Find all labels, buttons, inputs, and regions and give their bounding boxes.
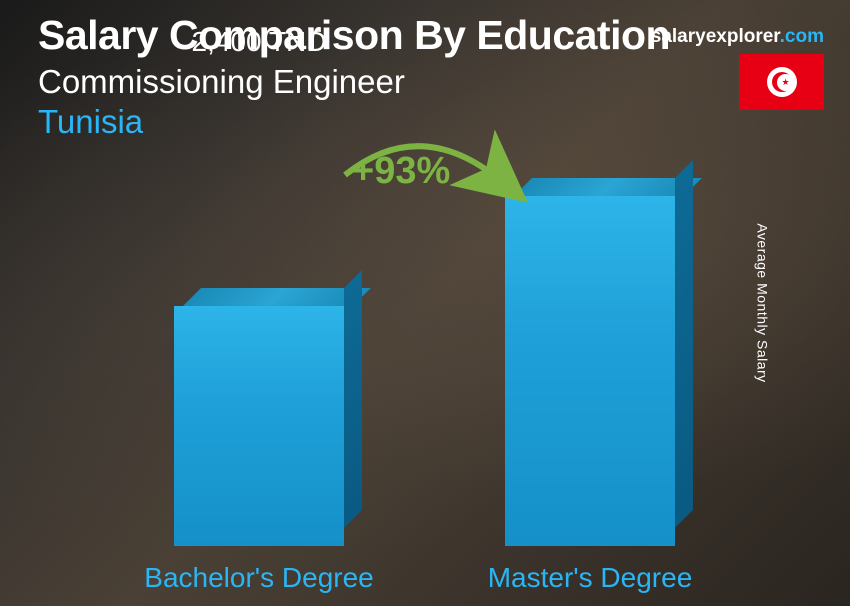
bar-masters: 4,640 TND Master's Degree: [505, 196, 675, 546]
y-axis-label: Average Monthly Salary: [754, 223, 770, 382]
bar-bachelors: 2,400 TND Bachelor's Degree: [174, 306, 344, 546]
bar-label: Master's Degree: [488, 562, 693, 594]
brand-part2: .com: [780, 26, 824, 47]
bar-front-face: [505, 196, 675, 546]
job-subtitle: Commissioning Engineer: [38, 63, 830, 101]
brand-part1: salaryexplorer: [651, 26, 780, 47]
increase-badge: +93%: [352, 150, 450, 193]
flag-tunisia: ★: [739, 54, 824, 110]
chart-area: 2,400 TND Bachelor's Degree 4,640 TND Ma…: [0, 156, 850, 606]
bar-shape: [174, 306, 344, 546]
bar-front-face: [174, 306, 344, 546]
bar-top-face: [514, 178, 702, 196]
brand-logo: salaryexplorer.com: [651, 26, 824, 48]
bar-side-face: [344, 270, 362, 528]
bar-shape: [505, 196, 675, 546]
flag-circle: ★: [767, 67, 797, 97]
bar-value: 2,400 TND: [174, 26, 344, 58]
flag-star-icon: ★: [782, 77, 790, 88]
bar-top-face: [183, 288, 371, 306]
bar-side-face: [675, 160, 693, 528]
bar-label: Bachelor's Degree: [144, 562, 373, 594]
